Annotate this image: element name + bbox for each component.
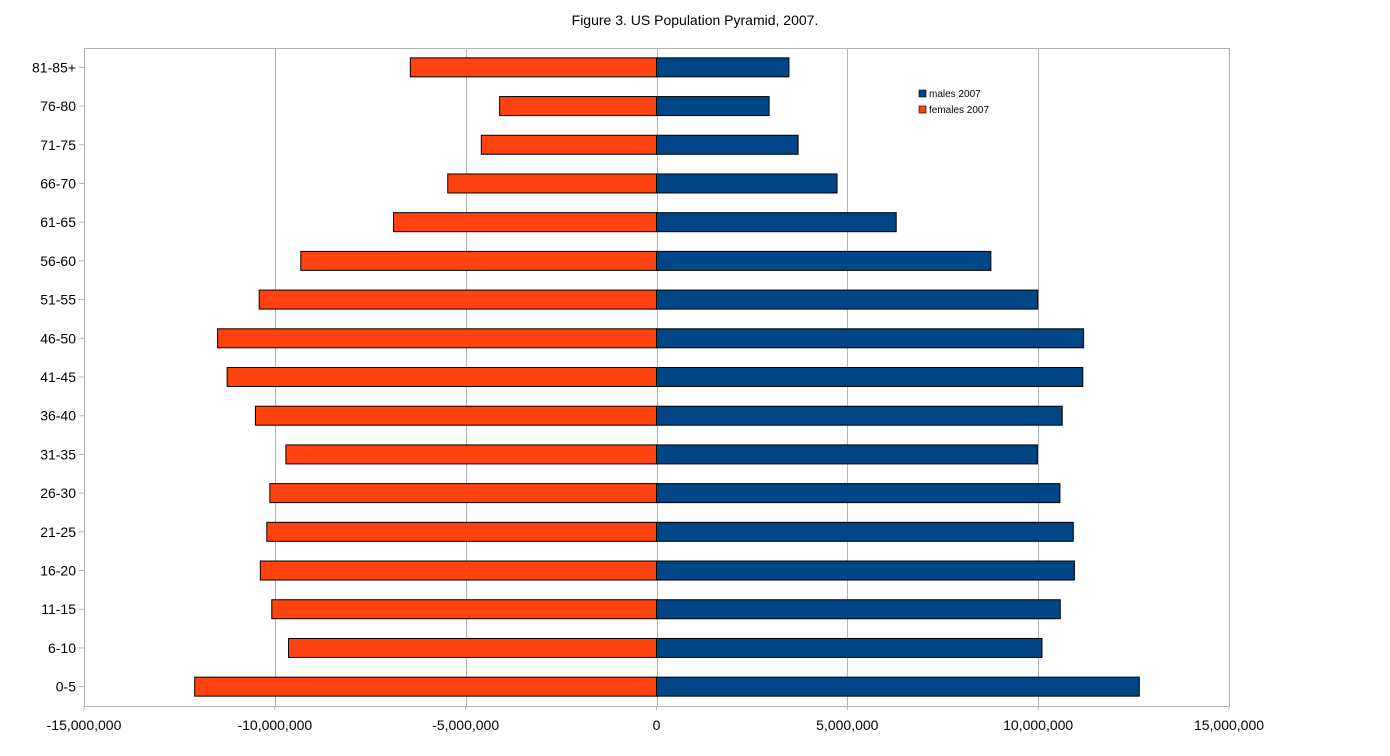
female-bar-31-35 [285, 444, 657, 465]
female-bar-0-5 [194, 676, 658, 697]
female-bar-76-80 [499, 96, 658, 117]
female-bar-61-65 [393, 212, 657, 233]
y-tick-label-66-70: 66-70 [40, 175, 76, 191]
y-tick-label-51-55: 51-55 [40, 292, 76, 308]
male-bar-51-55 [656, 289, 1039, 310]
y-tick-label-26-30: 26-30 [40, 485, 76, 501]
legend-swatch-1 [918, 105, 927, 114]
legend-label-1: females 2007 [929, 105, 989, 116]
female-bar-11-15 [271, 599, 657, 620]
male-bar-56-60 [656, 250, 992, 271]
bars-layer [194, 57, 1140, 697]
female-bar-46-50 [217, 328, 657, 349]
male-bar-36-40 [656, 405, 1063, 426]
male-bar-6-10 [656, 637, 1043, 658]
male-bar-31-35 [656, 444, 1038, 465]
female-bar-56-60 [300, 250, 657, 271]
y-tick-label-6-10: 6-10 [48, 640, 76, 656]
male-bar-81-85+ [656, 57, 790, 78]
y-tick-label-21-25: 21-25 [40, 524, 76, 540]
x-tick-label-5: 10,000,000 [1003, 717, 1073, 733]
male-bar-11-15 [656, 599, 1061, 620]
male-bar-26-30 [656, 483, 1061, 504]
female-bar-6-10 [288, 637, 657, 658]
x-tick-label-3: 0 [653, 717, 661, 733]
female-bar-26-30 [269, 483, 657, 504]
y-tick-label-31-35: 31-35 [40, 446, 76, 462]
x-tick-label-1: -10,000,000 [237, 717, 312, 733]
y-tick-label-71-75: 71-75 [40, 137, 76, 153]
male-bar-46-50 [656, 328, 1085, 349]
legend: males 2007 females 2007 [918, 89, 989, 116]
x-tick-label-0: -15,000,000 [47, 717, 122, 733]
female-bar-16-20 [259, 560, 657, 581]
female-bar-41-45 [226, 367, 657, 387]
y-tick-label-36-40: 36-40 [40, 408, 76, 424]
y-tick-label-46-50: 46-50 [40, 330, 76, 346]
y-tick-label-81-85+: 81-85+ [32, 59, 76, 75]
female-bar-81-85+ [409, 57, 658, 78]
y-tick-label-0-5: 0-5 [56, 679, 76, 695]
male-bar-76-80 [656, 96, 770, 117]
male-bar-21-25 [656, 521, 1074, 542]
legend-swatch-0 [918, 89, 927, 98]
male-bar-71-75 [656, 134, 799, 155]
y-tick-label-76-80: 76-80 [40, 98, 76, 114]
y-tick-label-16-20: 16-20 [40, 563, 76, 579]
male-bar-66-70 [656, 173, 838, 194]
x-tick-label-2: -5,000,000 [432, 717, 499, 733]
male-bar-41-45 [656, 367, 1084, 387]
female-bar-36-40 [254, 405, 657, 426]
female-bar-71-75 [480, 134, 657, 155]
y-tick-label-11-15: 11-15 [41, 601, 76, 617]
male-bar-16-20 [656, 560, 1075, 581]
x-tick-label-4: 5,000,000 [816, 717, 878, 733]
female-bar-51-55 [258, 289, 657, 310]
axis-layer: 0-5 6-10 11-15 16-20 21-25 26-30 31-35 36-40 41-… [32, 48, 1264, 733]
female-bar-21-25 [266, 521, 657, 542]
male-bar-0-5 [656, 676, 1140, 697]
y-tick-label-56-60: 56-60 [40, 253, 76, 269]
y-tick-label-61-65: 61-65 [40, 214, 76, 230]
x-tick-label-6: 15,000,000 [1194, 717, 1264, 733]
male-bar-61-65 [656, 212, 897, 233]
y-tick-label-41-45: 41-45 [40, 369, 76, 385]
female-bar-66-70 [447, 173, 657, 194]
legend-label-0: males 2007 [929, 89, 981, 100]
chart-title: Figure 3. US Population Pyramid, 2007. [571, 12, 819, 28]
